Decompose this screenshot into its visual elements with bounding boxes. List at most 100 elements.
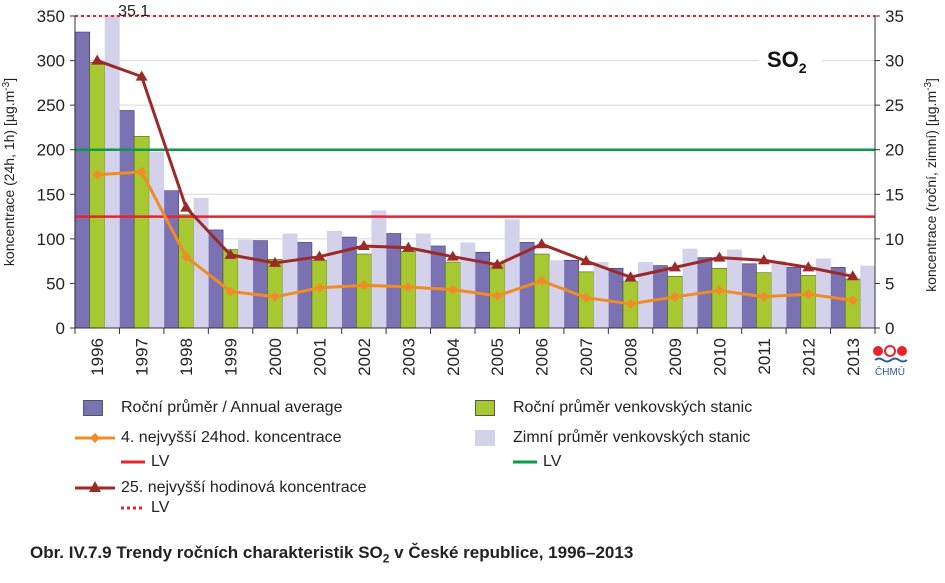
chart-bars (74, 15, 876, 329)
chmu-logo-icon: ČHMÚ (873, 345, 908, 378)
point-s4-2004 (446, 250, 459, 261)
chart-series-lines (91, 54, 859, 309)
x-tick-label: 2013 (844, 338, 863, 376)
bar-s2-2004 (460, 242, 476, 328)
point-s4-1999 (224, 248, 237, 259)
limit-lines (75, 15, 875, 218)
legend-swatch (121, 460, 145, 464)
chmu-logo-text: ČHMÚ (875, 365, 905, 378)
legend-label: Roční průměr venkovských stanic (513, 399, 753, 416)
chart-axes (70, 15, 880, 334)
bar-s2-2006 (549, 260, 565, 328)
point-s4-2003 (402, 241, 415, 252)
point-s4-2013 (846, 270, 859, 281)
point-s3-2012 (803, 289, 814, 300)
point-s3-2005 (492, 290, 503, 301)
y-tick-label-left: 100 (37, 230, 65, 249)
y-tick-label-left: 0 (56, 319, 65, 338)
point-s3-1997 (136, 167, 147, 177)
x-tick-label: 2000 (266, 338, 285, 376)
legend-swatch (475, 400, 495, 416)
point-s4-2009 (669, 261, 681, 272)
y-tick-label-left: 350 (37, 7, 65, 26)
y-tick-labels-left: 0 50 100 150 200 250 300 350 (37, 7, 65, 338)
bar-s2-2009 (682, 248, 698, 328)
legend-label: Roční průměr / Annual average (121, 399, 343, 416)
bar-s0-1998 (163, 190, 179, 329)
annotation-label: 35.1 (118, 3, 149, 20)
y-tick-label-right: 30 (885, 52, 904, 71)
y-axis-label-right: koncentrace (roční, zimní) [µg.m-3] (923, 78, 939, 292)
point-s3-2011 (758, 291, 769, 302)
point-s4-2006 (535, 238, 548, 249)
legend-label: LV (543, 453, 562, 470)
point-s3-2013 (847, 295, 858, 306)
legend-label: 25. nejvyšší hodinová koncentrace (121, 479, 367, 496)
y-tick-label-right: 25 (885, 96, 904, 115)
x-tick-label: 1997 (133, 338, 152, 376)
point-s4-2008 (624, 271, 637, 282)
legend-swatch (75, 433, 115, 443)
bar-s2-2010 (726, 249, 742, 328)
bar-s1-2010 (711, 267, 728, 329)
bar-s1-2004 (444, 261, 461, 329)
legend-swatch (513, 460, 537, 464)
bar-s2-1997 (149, 151, 165, 328)
bar-s2-2001 (326, 230, 342, 328)
bar-s2-1999 (238, 239, 254, 328)
bar-s1-2012 (800, 275, 817, 329)
point-s3-2006 (536, 275, 547, 286)
point-s3-1996 (92, 169, 103, 180)
x-tick-label: 2001 (310, 338, 329, 376)
y-tick-label-right: 10 (885, 230, 904, 249)
point-s3-2003 (403, 281, 414, 292)
bar-s1-2006 (533, 253, 550, 329)
x-tick-label: 2006 (533, 338, 552, 376)
x-tick-label: 2011 (755, 338, 774, 375)
x-tick-label: 2008 (622, 338, 641, 376)
y-tick-label-right: 15 (885, 185, 904, 204)
bar-s2-2003 (415, 233, 431, 328)
y-tick-label-right: 20 (885, 141, 904, 160)
x-tick-labels: 1996 1997 1998 1999 2000 2001 2002 2003 2004 2005… (88, 338, 863, 376)
point-s3-2009 (670, 291, 680, 302)
bar-s2-2000 (282, 233, 298, 328)
x-tick-label: 2002 (355, 338, 374, 376)
bar-s0-2012 (785, 267, 802, 329)
y-axis-label-left: koncentrace (24h, 1h) [µg.m-3] (1, 78, 17, 266)
y-tick-label-left: 50 (46, 274, 65, 293)
legend-label: LV (151, 453, 170, 470)
point-s4-2005 (491, 258, 504, 269)
x-tick-label: 2012 (799, 338, 818, 376)
bar-s0-2001 (296, 242, 313, 329)
x-tick-label: 1996 (88, 338, 107, 376)
legend-swatch (475, 430, 495, 446)
bar-s2-2002 (371, 210, 387, 328)
bar-s2-1996 (104, 15, 120, 328)
figure-caption: Obr. IV.7.9 Trendy ročních charakteristi… (30, 543, 634, 566)
y-tick-label-left: 150 (37, 185, 65, 204)
y-tick-label-left: 300 (37, 52, 65, 71)
x-tick-label: 2009 (666, 338, 685, 376)
bar-s1-2001 (311, 259, 328, 329)
x-tick-label: 1999 (222, 338, 241, 376)
bar-s1-1998 (178, 214, 194, 329)
bar-s2-2007 (593, 262, 609, 328)
series-line-4 (96, 59, 854, 279)
bar-s0-2000 (252, 240, 268, 329)
y-tick-labels-right: 0 5 10 15 20 25 30 35 (885, 7, 904, 338)
bar-s2-2005 (504, 219, 520, 328)
bar-s2-1998 (193, 197, 209, 328)
point-s3-2000 (270, 291, 280, 302)
x-tick-label: 2004 (444, 338, 463, 376)
bar-s0-1997 (118, 110, 135, 329)
point-s3-1999 (225, 286, 236, 297)
bar-s0-2009 (652, 265, 668, 329)
bar-s2-2012 (815, 258, 831, 328)
chmu-logo: ČHMÚ (872, 344, 908, 378)
bar-s0-2008 (607, 267, 624, 329)
y-tick-label-right: 35 (885, 7, 904, 26)
bar-s2-2008 (638, 262, 654, 328)
bar-s1-1996 (89, 62, 106, 329)
